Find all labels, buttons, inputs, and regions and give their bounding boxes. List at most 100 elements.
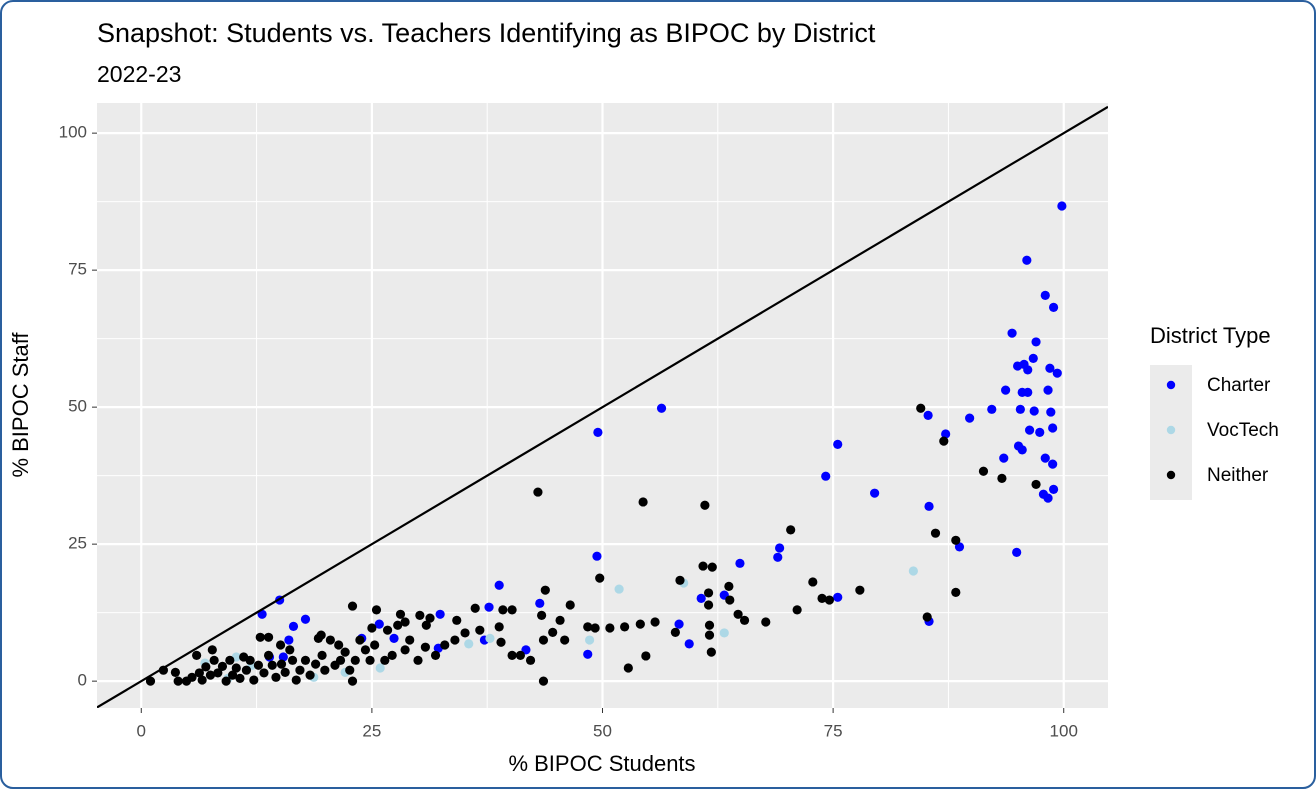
data-point bbox=[231, 663, 241, 673]
data-point bbox=[583, 622, 593, 632]
data-point bbox=[939, 436, 949, 446]
data-point bbox=[430, 650, 441, 660]
data-point bbox=[209, 655, 219, 665]
chart-subtitle: 2022-23 bbox=[97, 61, 181, 87]
data-point bbox=[255, 632, 265, 642]
data-point bbox=[181, 676, 192, 686]
data-point bbox=[317, 650, 327, 660]
data-point bbox=[450, 635, 460, 645]
x-tick-label: 0 bbox=[137, 721, 146, 740]
data-point bbox=[295, 665, 305, 675]
data-point bbox=[696, 593, 706, 603]
data-point bbox=[470, 603, 480, 613]
data-point bbox=[330, 660, 340, 670]
data-point bbox=[656, 403, 667, 413]
data-point bbox=[1035, 427, 1045, 437]
data-point bbox=[525, 655, 536, 665]
data-point bbox=[325, 635, 335, 645]
data-point bbox=[221, 676, 231, 686]
data-point bbox=[484, 602, 494, 612]
x-tick-label: 75 bbox=[824, 721, 843, 740]
data-point bbox=[498, 605, 508, 615]
data-point bbox=[605, 623, 615, 633]
legend-title: District Type bbox=[1150, 323, 1271, 348]
data-point bbox=[387, 650, 397, 660]
data-point bbox=[916, 403, 926, 413]
data-point bbox=[284, 635, 294, 645]
data-point bbox=[227, 670, 238, 680]
data-point bbox=[1048, 459, 1058, 469]
data-point bbox=[623, 663, 633, 673]
data-point bbox=[350, 655, 360, 665]
y-tick-label: 25 bbox=[68, 534, 87, 553]
data-point bbox=[700, 500, 710, 510]
data-point bbox=[698, 561, 708, 571]
data-point bbox=[515, 650, 526, 660]
y-tick-label: 0 bbox=[78, 671, 87, 690]
data-point bbox=[951, 587, 961, 597]
data-point bbox=[263, 650, 274, 660]
data-point bbox=[347, 601, 358, 611]
data-point bbox=[213, 668, 223, 678]
data-point bbox=[923, 410, 933, 420]
data-point bbox=[833, 592, 843, 602]
data-point bbox=[724, 581, 734, 591]
data-point bbox=[951, 535, 961, 545]
data-point bbox=[452, 615, 462, 625]
data-point bbox=[420, 642, 430, 652]
data-point bbox=[1031, 479, 1041, 490]
data-point bbox=[1017, 445, 1027, 455]
data-point bbox=[173, 676, 183, 686]
data-point bbox=[773, 552, 783, 562]
data-point bbox=[425, 613, 435, 623]
legend-swatch bbox=[1166, 425, 1176, 435]
data-point bbox=[548, 627, 558, 637]
legend-swatch bbox=[1166, 380, 1176, 390]
data-point bbox=[565, 600, 575, 610]
data-point bbox=[997, 473, 1007, 483]
data-point bbox=[275, 640, 286, 650]
data-point bbox=[263, 632, 274, 642]
data-point bbox=[371, 605, 382, 615]
data-point bbox=[817, 593, 827, 603]
data-point bbox=[360, 645, 371, 655]
data-point bbox=[370, 640, 380, 650]
chart-title: Snapshot: Students vs. Teachers Identify… bbox=[97, 18, 876, 48]
data-point bbox=[393, 620, 403, 630]
data-point bbox=[1019, 359, 1029, 369]
data-point bbox=[507, 605, 517, 615]
data-point bbox=[440, 640, 450, 650]
data-point bbox=[824, 595, 835, 605]
data-point bbox=[1043, 493, 1053, 503]
data-point bbox=[930, 528, 941, 538]
data-point bbox=[675, 575, 685, 585]
data-point bbox=[367, 623, 377, 633]
data-point bbox=[413, 655, 423, 665]
data-point bbox=[415, 610, 425, 620]
data-point bbox=[739, 615, 750, 625]
data-point bbox=[1015, 404, 1025, 414]
data-point bbox=[305, 670, 315, 680]
data-point bbox=[650, 617, 660, 627]
data-point bbox=[540, 585, 550, 595]
legend-label: Charter bbox=[1207, 375, 1271, 396]
data-point bbox=[1040, 290, 1050, 300]
data-point bbox=[855, 585, 865, 595]
data-point bbox=[1045, 363, 1055, 373]
data-point bbox=[253, 660, 264, 670]
data-point bbox=[241, 665, 252, 675]
data-point bbox=[225, 655, 235, 665]
data-point bbox=[535, 598, 545, 608]
data-point bbox=[271, 672, 281, 682]
data-point bbox=[614, 584, 624, 594]
data-point bbox=[635, 619, 645, 629]
data-point bbox=[235, 673, 245, 684]
data-point bbox=[276, 659, 287, 669]
data-point bbox=[1022, 255, 1032, 265]
data-point bbox=[494, 622, 504, 632]
data-point bbox=[775, 543, 785, 553]
data-point bbox=[405, 635, 415, 645]
data-point bbox=[583, 649, 593, 659]
y-axis-title: % BIPOC Staff bbox=[8, 332, 33, 478]
data-point bbox=[987, 404, 997, 414]
